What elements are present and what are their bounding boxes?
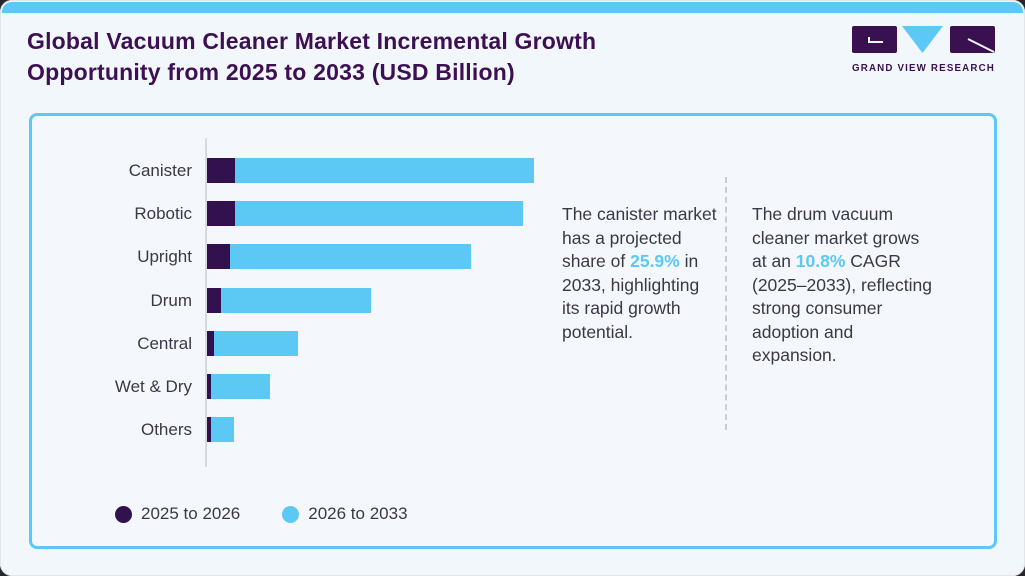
bar-segment	[210, 417, 234, 443]
annotation-segment: in 2033, highlighting its rapid growth p…	[562, 251, 700, 342]
category-label: Robotic	[134, 204, 192, 224]
legend-label: 2025 to 2026	[141, 504, 241, 523]
bar-row	[207, 287, 372, 313]
legend-item: 2025 to 2026	[115, 504, 240, 524]
gvr-logo: GRAND VIEW RESEARCH	[852, 26, 995, 74]
gvr-logo-mark	[852, 26, 995, 53]
category-label: Canister	[128, 161, 192, 180]
category-label: Drum	[150, 290, 192, 310]
legend: 2025 to 2026 2026 to 2033	[115, 504, 408, 524]
legend-swatch	[282, 505, 300, 523]
bar-segment	[207, 244, 230, 270]
annotation-segment: The drum vacuum cleaner market grows at …	[752, 204, 920, 271]
page-title: Global Vacuum Cleaner Market Incremental…	[27, 28, 597, 86]
annotation-text: The canister market has a projected shar…	[562, 203, 719, 344]
bar-segment	[235, 201, 524, 227]
bar-segment	[207, 201, 236, 227]
bar-row	[207, 244, 471, 270]
annotation-segment: CAGR (2025–2033), reflecting strong cons…	[752, 251, 932, 365]
legend-swatch	[115, 505, 132, 523]
bar-segment	[207, 417, 211, 443]
legend-item: 2026 to 2033	[282, 504, 408, 524]
chart-baseline-axis	[205, 138, 207, 467]
category-label: Upright	[137, 247, 192, 267]
bar-segment	[214, 330, 299, 356]
category-label: Wet & Dry	[114, 377, 192, 396]
bar-segment	[207, 374, 211, 399]
bar-row	[207, 158, 534, 183]
bar-segment	[207, 287, 222, 313]
logo-caption: GRAND VIEW RESEARCH	[852, 63, 995, 74]
top-accent-strip	[2, 2, 1023, 13]
bar-segment	[235, 158, 534, 183]
bar-segment	[221, 287, 372, 313]
category-label: Central	[137, 333, 192, 353]
logo-g-block	[852, 26, 897, 53]
bar-segment	[207, 330, 215, 356]
legend-label: 2026 to 2033	[308, 504, 408, 523]
category-label: Others	[140, 420, 192, 440]
chart-panel: Canister Robotic Upright Drum Central Wet & D…	[29, 113, 997, 549]
bar-segment	[229, 244, 471, 270]
logo-r-glyph	[967, 38, 995, 53]
dashed-divider	[725, 177, 727, 430]
bar-row	[207, 330, 299, 356]
annotation-text: The drum vacuum cleaner market grows at …	[752, 203, 937, 368]
bar-segment	[210, 374, 270, 399]
bar-row	[207, 201, 524, 227]
bar-segment	[207, 158, 236, 183]
highlight-value: 25.9%	[630, 251, 680, 271]
logo-v-triangle	[902, 26, 943, 53]
logo-g-glyph	[868, 37, 883, 43]
annotation-segment: The canister market has a projected shar…	[562, 204, 717, 271]
highlight-value: 10.8%	[795, 251, 846, 271]
bar-row	[207, 374, 270, 399]
bar-row	[207, 417, 234, 443]
